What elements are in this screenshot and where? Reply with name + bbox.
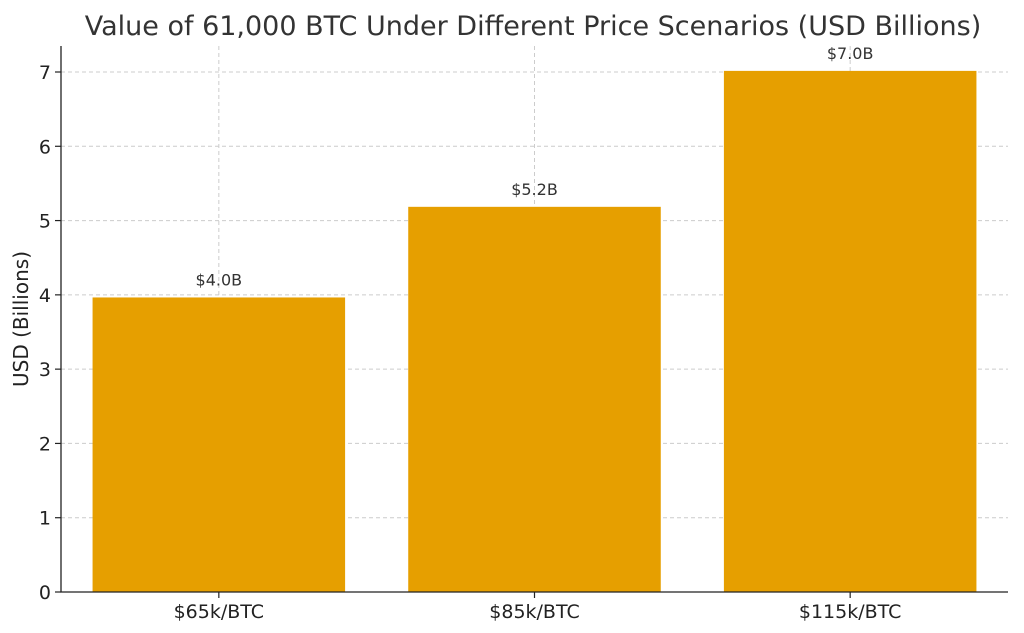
y-tick-label: 4 xyxy=(39,285,51,307)
axes: 0 1 2 3 4 5 6 7 $65k/BTC $85k/BTC $115k/BTC xyxy=(39,46,1008,623)
bar xyxy=(92,297,346,592)
x-tick-label: $115k/BTC xyxy=(799,601,902,623)
y-tick-label: 2 xyxy=(39,433,51,455)
y-tick-label: 3 xyxy=(39,359,51,381)
bars xyxy=(92,70,977,593)
y-tick-label: 1 xyxy=(39,508,51,530)
y-tick-label: 5 xyxy=(39,211,51,233)
x-tick-label: $65k/BTC xyxy=(174,601,264,623)
bar-data-label: $4.0B xyxy=(196,270,243,289)
data-labels: $4.0B $5.2B $7.0B xyxy=(196,44,874,290)
y-tick-label: 0 xyxy=(39,582,51,604)
bar-data-label: $5.2B xyxy=(511,180,558,199)
bar xyxy=(408,206,661,593)
y-axis-label: USD (Billions) xyxy=(9,251,33,387)
axis-spines xyxy=(60,46,1008,593)
bar xyxy=(723,70,977,592)
y-tick-label: 6 xyxy=(39,136,51,158)
y-tick-label: 7 xyxy=(39,62,51,84)
chart-title: Value of 61,000 BTC Under Different Pric… xyxy=(85,11,982,42)
x-tick-label: $85k/BTC xyxy=(489,601,579,623)
bar-data-label: $7.0B xyxy=(827,44,874,63)
